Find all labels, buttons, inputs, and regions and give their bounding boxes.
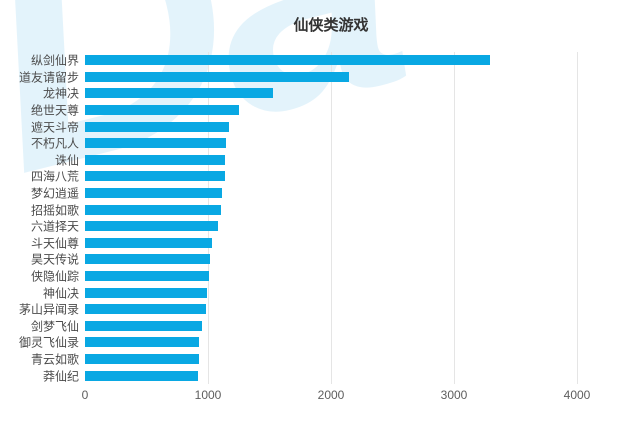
bar	[85, 105, 239, 116]
category-label: 纵剑仙界	[30, 53, 79, 68]
category-label: 龙神决	[42, 86, 79, 101]
plot-area: 纵剑仙界道友请留步 龙神决绝世天尊遮天斗帝 不朽凡人诛仙 四海八荒梦幻逍遥招摇如歌 六道…	[0, 52, 622, 384]
category-label: 六道择天	[30, 219, 79, 234]
bar-rows: 纵剑仙界道友请留步 龙神决绝世天尊遮天斗帝 不朽凡人诛仙 四海八荒梦幻逍遥招摇如歌 六道…	[0, 52, 622, 384]
axis-tick-label: 4000	[563, 388, 591, 402]
bar	[85, 55, 490, 66]
axis-tick-label: 3000	[440, 388, 468, 402]
category-label: 道友请留步	[18, 70, 79, 85]
category-label: 招摇如歌	[30, 203, 79, 218]
bar-row: 绝世天尊	[0, 102, 622, 119]
bar	[85, 271, 209, 282]
bar-row: 不朽凡人	[0, 135, 622, 152]
bar-row: 莽仙纪	[0, 367, 622, 384]
bar	[85, 320, 202, 331]
bar	[85, 254, 210, 265]
chart-title: 仙侠类游戏	[293, 17, 369, 34]
bar-row: 招摇如歌	[0, 201, 622, 218]
bar-row: 四海八荒	[0, 168, 622, 185]
bar-row: 斗天仙尊	[0, 235, 622, 252]
gridline	[208, 52, 209, 384]
category-label: 斗天仙尊	[30, 236, 79, 251]
gridline	[577, 52, 578, 384]
bar-row: 遮天斗帝	[0, 118, 622, 135]
bar	[85, 221, 218, 232]
gridline	[331, 52, 332, 384]
bar	[85, 370, 198, 381]
category-label: 青云如歌	[30, 352, 79, 367]
bar-row: 御灵飞仙录	[0, 334, 622, 351]
bar-row: 龙神决	[0, 85, 622, 102]
axis-tick-label: 2000	[317, 388, 345, 402]
category-label: 神仙决	[42, 286, 79, 301]
category-label: 昊天传说	[30, 252, 79, 267]
category-label: 梦幻逍遥	[30, 186, 79, 201]
bar-row: 诛仙	[0, 152, 622, 169]
category-label: 侠隐仙踪	[30, 269, 79, 284]
category-label: 茅山异闻录	[18, 302, 79, 317]
bar	[85, 171, 225, 182]
bar-row: 神仙决	[0, 284, 622, 301]
category-label: 绝世天尊	[30, 103, 79, 118]
bar-row: 梦幻逍遥	[0, 185, 622, 202]
bar	[85, 204, 221, 215]
bar	[85, 138, 226, 149]
category-label: 不朽凡人	[30, 136, 79, 151]
bar	[85, 121, 229, 132]
bar	[85, 71, 350, 82]
bar	[85, 237, 213, 248]
bar	[85, 337, 200, 348]
bar-row: 纵剑仙界	[0, 52, 622, 69]
bar	[85, 188, 223, 199]
bar	[85, 353, 199, 364]
category-label: 诛仙	[54, 153, 79, 168]
bar-row: 茅山异闻录	[0, 301, 622, 318]
gridline	[454, 52, 455, 384]
bar	[85, 304, 206, 315]
bar	[85, 88, 274, 99]
bar-row: 青云如歌	[0, 351, 622, 368]
axis-tick-label: 0	[81, 388, 89, 402]
bar-row: 六道择天	[0, 218, 622, 235]
bar-row: 道友请留步	[0, 69, 622, 86]
bar	[85, 287, 207, 298]
bar-row: 侠隐仙踪	[0, 268, 622, 285]
bar-row: 昊天传说	[0, 251, 622, 268]
x-axis: 0 1000 2000 3000 4000	[0, 388, 622, 406]
category-label: 四海八荒	[30, 169, 79, 184]
bar	[85, 154, 226, 165]
category-label: 遮天斗帝	[30, 120, 79, 135]
category-label: 御灵飞仙录	[18, 335, 79, 350]
category-label: 剑梦飞仙	[30, 319, 79, 334]
bar-row: 剑梦飞仙	[0, 318, 622, 335]
category-label: 莽仙纪	[42, 369, 79, 384]
axis-tick-label: 1000	[194, 388, 222, 402]
